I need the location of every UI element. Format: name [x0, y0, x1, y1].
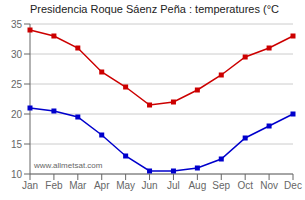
svg-text:20: 20: [11, 109, 23, 120]
svg-text:Aug: Aug: [188, 180, 206, 191]
svg-text:Apr: Apr: [94, 180, 110, 191]
html-text:Presidencia Roque Sáenz Peña :: Presidencia Roque Sáenz Peña : temperatu…: [30, 3, 279, 15]
svg-text:15: 15: [11, 139, 23, 150]
svg-text:35: 35: [11, 19, 23, 30]
svg-text:Oct: Oct: [237, 180, 253, 191]
svg-text:30: 30: [11, 49, 23, 60]
svg-text:Jul: Jul: [167, 180, 180, 191]
svg-text:Mar: Mar: [69, 180, 87, 191]
svg-text:Feb: Feb: [45, 180, 63, 191]
svg-text:Jan: Jan: [22, 180, 38, 191]
svg-text:Nov: Nov: [260, 180, 278, 191]
svg-text:Sep: Sep: [212, 180, 230, 191]
svg-text:25: 25: [11, 79, 23, 90]
svg-text:Dec: Dec: [284, 180, 297, 191]
svg-text:10: 10: [11, 169, 23, 180]
svg-text:Jun: Jun: [141, 180, 157, 191]
html-text:www.allmetsat.com: www.allmetsat.com: [34, 161, 103, 170]
svg-text:May: May: [116, 180, 135, 191]
